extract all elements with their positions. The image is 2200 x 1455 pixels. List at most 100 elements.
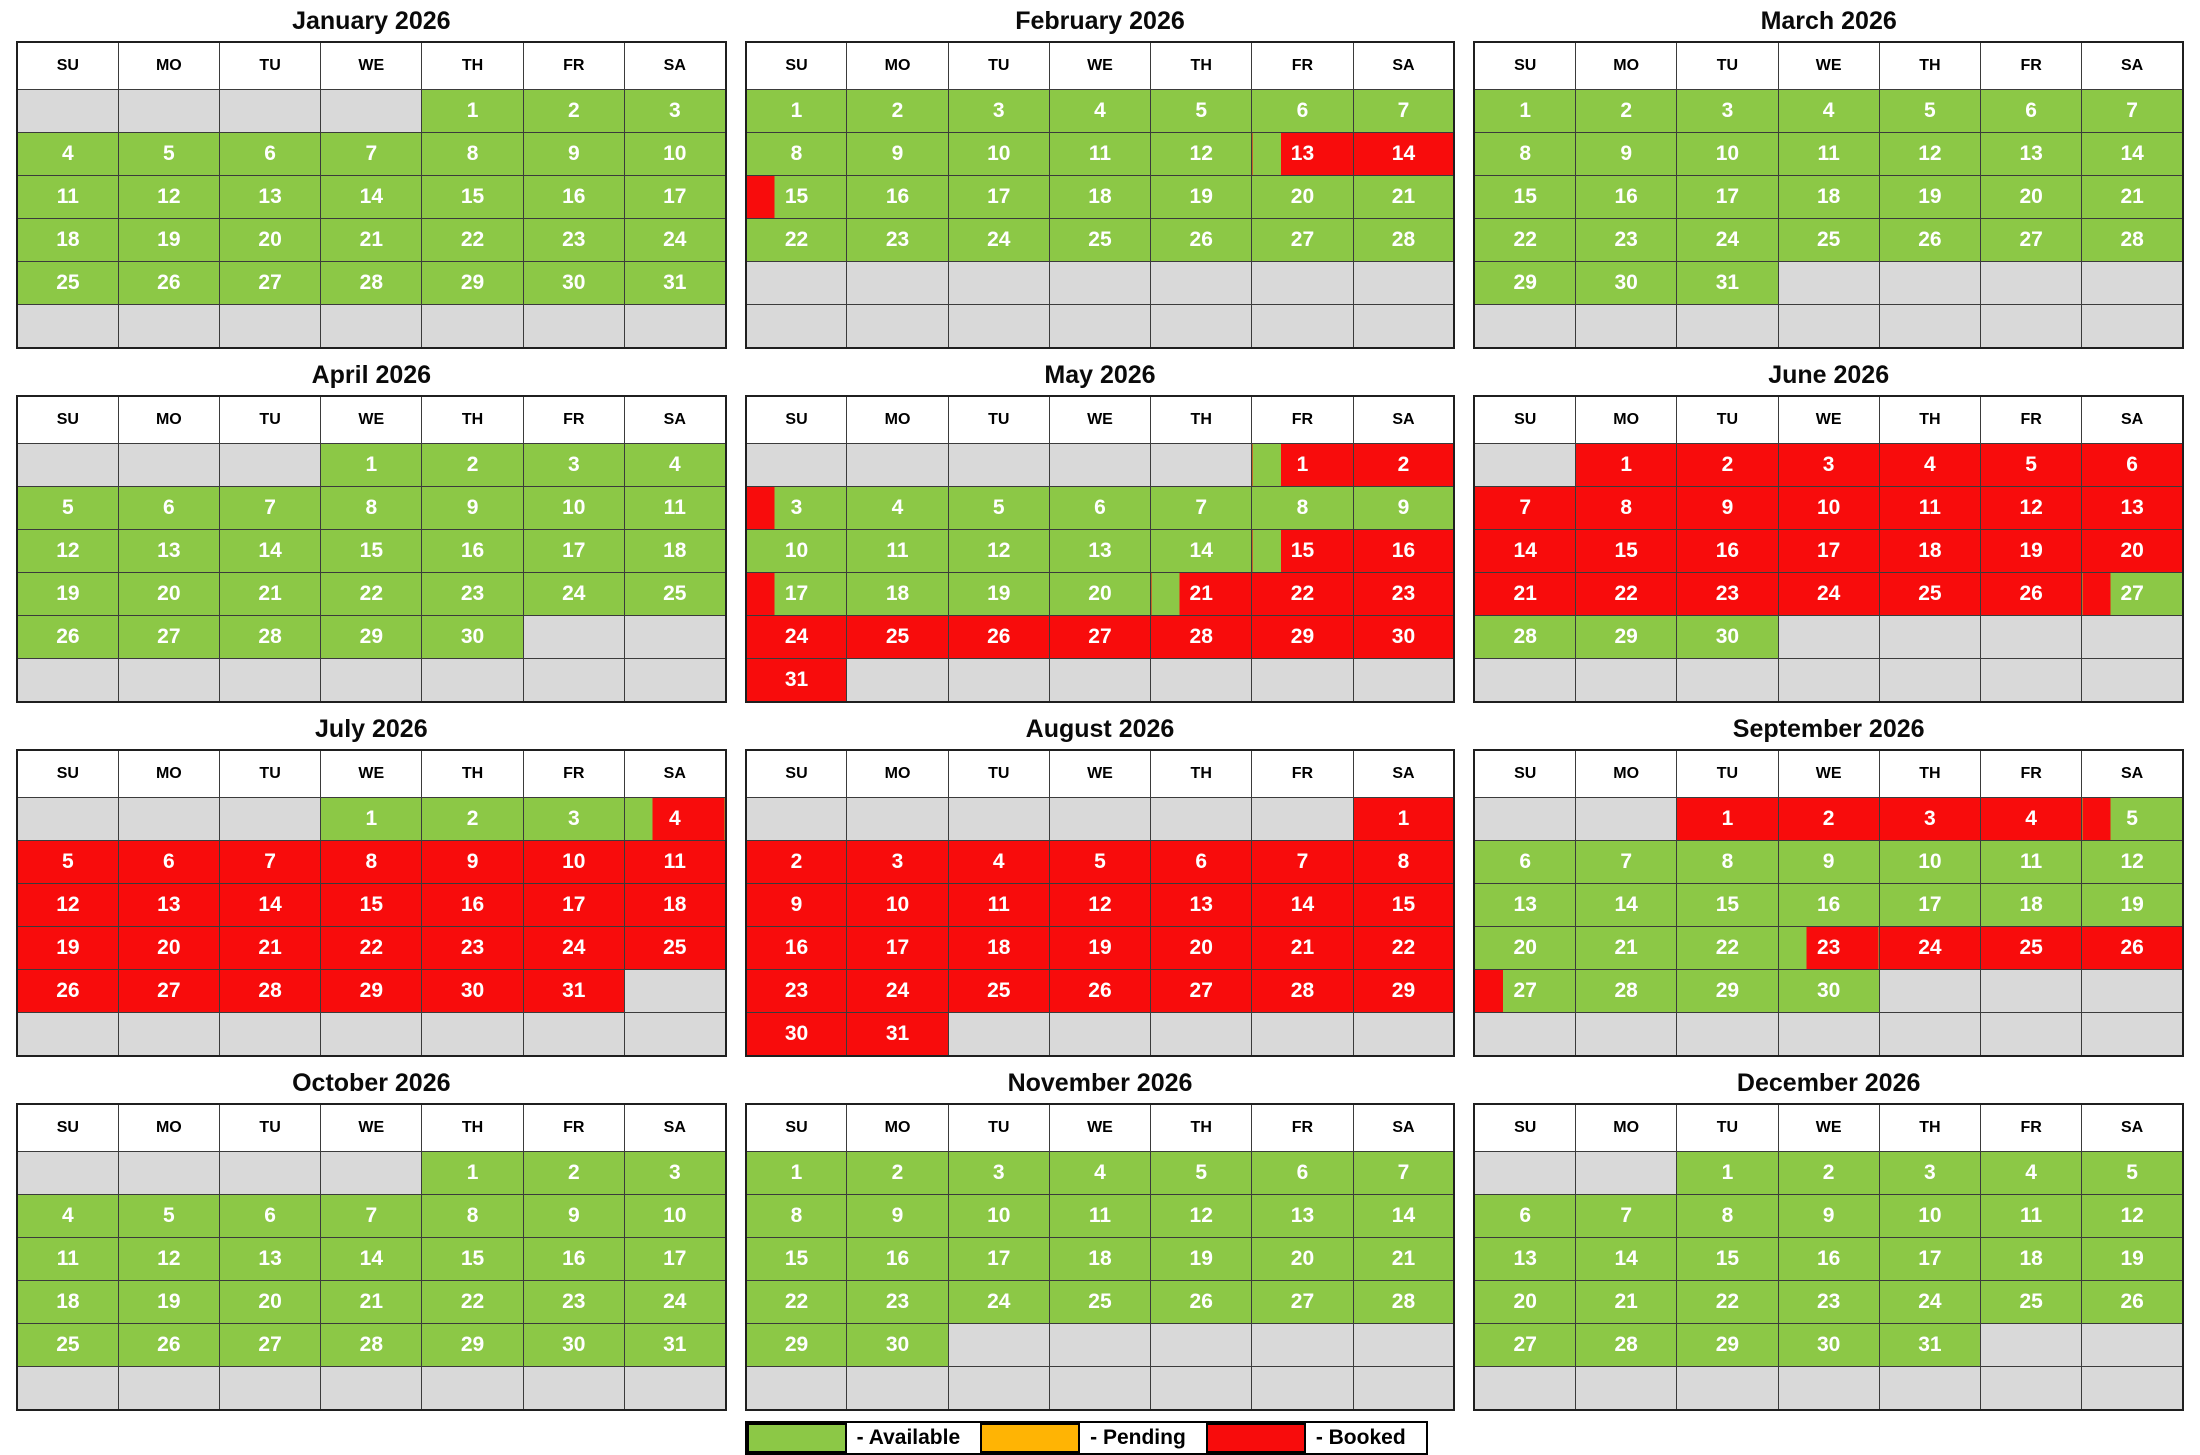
week-row: 28 29 30 [1473,615,2184,659]
weekday-header-tu: TU [218,749,322,798]
day-cell: 24 [745,615,848,659]
blank-cell [1048,1366,1152,1411]
day-cell: 10 [623,1194,727,1238]
day-cell: 10 [1878,840,1982,884]
day-cell: 28 [1352,218,1455,262]
blank-cell [846,797,949,841]
day-cell: 21 [1352,175,1455,219]
day-cell: 22 [1676,1280,1779,1324]
day-cell: 1 [1676,797,1779,841]
day-cell: 3 [947,89,1050,133]
blank-cell [1150,261,1253,305]
day-cell: 29 [1473,261,1577,305]
day-cell: 17 [1676,175,1779,219]
day-cell: 19 [947,572,1050,616]
blank-cell [846,658,949,703]
week-row: 23 24 25 26 27 28 29 [745,969,1455,1013]
day-cell: 9 [745,883,848,927]
blank-cell [218,1012,322,1057]
day-cell: 27 [218,261,322,305]
weekday-header-fr: FR [1979,1103,2083,1152]
legend-swatch-available [746,1423,847,1453]
week-row [1473,1012,2184,1057]
week-row: 22 23 24 25 26 27 28 [745,1280,1455,1324]
day-cell: 5 [117,1194,220,1238]
day-cell: 1 [745,89,848,133]
week-row: 11 12 13 14 15 16 17 [16,175,727,219]
day-cell: 2 [421,797,524,841]
day-cell: 9 [522,1194,625,1238]
blank-cell [1251,261,1354,305]
day-cell: 22 [1676,926,1779,970]
day-cell: 1 [1352,797,1455,841]
week-row: 13 14 15 16 17 18 19 [1473,883,2184,927]
blank-cell [1352,304,1455,349]
day-cell: 8 [421,1194,524,1238]
day-cell: 27 [1251,218,1354,262]
weekday-header-fr: FR [522,41,625,90]
week-row: 25 26 27 28 29 30 31 [16,1323,727,1367]
day-cell: 18 [1979,883,2083,927]
month-table: SU MO TU WE TH FR SA 1 2 3 4 5 6 7 8 9 10 11 12 13 14 15 16 17 1… [744,395,1456,703]
blank-cell [1979,969,2083,1013]
week-row: 22 23 24 25 26 27 28 [745,218,1455,262]
blank-cell [1251,1366,1354,1411]
day-cell: 17 [1878,1237,1982,1281]
weekday-header-fr: FR [522,395,625,444]
blank-cell [846,304,949,349]
blank-cell [1473,304,1577,349]
day-cell: 18 [1048,1237,1152,1281]
month-october-2026: October 2026 SU MO TU WE TH FR SA 1 2 3 4 5 6 7 8 9 10 11 1… [16,1066,727,1411]
blank-cell [1048,1012,1152,1057]
weekday-header-fr: FR [1251,41,1354,90]
day-cell: 6 [1251,1151,1354,1195]
day-cell: 27 [1150,969,1253,1013]
day-cell: 24 [623,218,727,262]
day-cell: 25 [1048,218,1152,262]
day-cell: 5 [1150,89,1253,133]
day-cell: 17 [947,1237,1050,1281]
day-cell: 6 [1251,89,1354,133]
day-cell: 29 [421,261,524,305]
day-cell: 20 [1473,1280,1577,1324]
week-row: 19 20 21 22 23 24 25 [16,926,727,970]
week-row: 8 9 10 11 12 13 14 [745,1194,1455,1238]
week-row: 11 12 13 14 15 16 17 [16,1237,727,1281]
day-cell: 19 [2081,1237,2184,1281]
day-cell: 7 [1150,486,1253,530]
blank-cell [320,658,423,703]
day-cell: 3 [1777,443,1880,487]
day-cell: 24 [1777,572,1880,616]
day-cell: 13 [218,1237,322,1281]
week-row: 14 15 16 17 18 19 20 [1473,529,2184,573]
blank-cell [1979,261,2083,305]
day-cell: 26 [2081,926,2184,970]
day-cell: 15 [1251,529,1354,573]
blank-cell [846,261,949,305]
day-cell: 21 [320,1280,423,1324]
day-cell: 3 [623,89,727,133]
month-title: January 2026 [292,7,451,35]
blank-cell [117,1366,220,1411]
weekday-header-tu: TU [218,1103,322,1152]
day-cell: 1 [320,443,423,487]
week-row [16,1012,727,1057]
weekday-header-th: TH [421,395,524,444]
day-cell: 18 [16,1280,119,1324]
weekday-header-mo: MO [117,1103,220,1152]
day-cell: 21 [1575,926,1678,970]
week-row: 8 9 10 11 12 13 14 [745,132,1455,176]
day-cell: 5 [2081,797,2184,841]
day-cell: 9 [421,840,524,884]
week-row: 31 [745,658,1455,703]
month-table: SU MO TU WE TH FR SA 1 2 3 4 5 6 7 8 9 10 11 12 13 14 15 16 17 1… [16,41,727,349]
day-cell: 16 [1676,529,1779,573]
day-cell: 23 [1777,926,1880,970]
month-table: SU MO TU WE TH FR SA 1 2 3 4 5 6 7 8 9 10 11 12 13 14 15 16 17 1… [16,395,727,703]
day-cell: 6 [1048,486,1152,530]
day-cell: 15 [1676,883,1779,927]
day-cell: 19 [1878,175,1982,219]
blank-cell [16,304,119,349]
